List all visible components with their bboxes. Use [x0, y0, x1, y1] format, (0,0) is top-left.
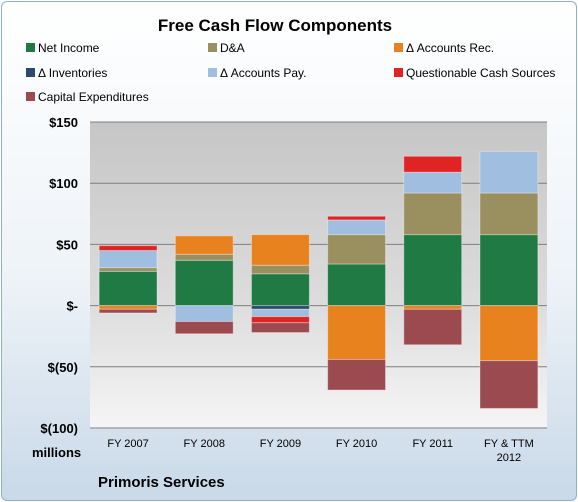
chart-title: Free Cash Flow Components — [157, 16, 393, 35]
bar-segment — [98, 267, 158, 272]
bar-segment — [98, 305, 158, 310]
legend-label: Δ Accounts Pay. — [220, 66, 307, 80]
bar-segment — [98, 270, 158, 307]
legend-swatch — [26, 68, 35, 77]
bar-segment — [174, 253, 234, 261]
x-tick-label: FY 2007 — [107, 438, 148, 450]
x-tick-label: 2012 — [497, 452, 521, 464]
bar-segment — [403, 234, 463, 307]
y-tick-label: $150 — [49, 115, 78, 130]
bar-segment — [403, 192, 463, 236]
legend-item-inventories: Δ Inventories — [26, 66, 107, 80]
bar-segment — [327, 234, 387, 265]
x-tick-label: FY 2011 — [412, 438, 453, 450]
bar-segment — [250, 316, 310, 324]
bar-segment — [250, 234, 310, 266]
bar-segment — [250, 322, 310, 334]
y-tick-label: $50 — [56, 237, 78, 252]
bar-segment — [327, 358, 387, 391]
legend-label: Δ Accounts Rec. — [406, 41, 495, 55]
x-tick-label: FY & TTM — [484, 438, 534, 450]
company-name: Primoris Services — [98, 474, 225, 491]
bar-segment — [250, 264, 310, 275]
legend-item-questionable-cash: Questionable Cash Sources — [394, 66, 555, 80]
bar-segment — [250, 308, 310, 318]
bar-segment — [403, 171, 463, 194]
legend-label: Questionable Cash Sources — [406, 66, 556, 80]
bar-segment — [98, 250, 158, 269]
bar-segment — [327, 215, 387, 221]
bar-segment — [327, 263, 387, 307]
bar-segment — [250, 273, 310, 307]
legend-label: D&A — [220, 41, 245, 55]
bar-segment — [98, 245, 158, 252]
legend-swatch — [394, 68, 403, 77]
bar-segment — [479, 360, 539, 409]
bar-segment — [403, 308, 463, 346]
x-tick-label: FY 2009 — [260, 438, 301, 450]
bar-segment — [250, 305, 310, 310]
x-tick-label: FY 2008 — [184, 438, 225, 450]
bar-segment — [174, 321, 234, 335]
legend-item-da: D&A — [208, 41, 245, 55]
bar-segment — [479, 305, 539, 362]
y-tick-label: $- — [66, 299, 78, 314]
bar-segment — [98, 308, 158, 314]
bar-segment — [174, 305, 234, 323]
legend-label: Net Income — [38, 41, 100, 55]
legend-item-accounts-rec: Δ Accounts Rec. — [394, 41, 494, 55]
y-tick-label: $(50) — [48, 360, 78, 375]
bar-segment — [174, 259, 234, 307]
bar-segment — [479, 150, 539, 194]
legend-swatch — [26, 43, 35, 52]
legend-item-net-income: Net Income — [26, 41, 99, 55]
legend-item-capex: Capital Expenditures — [26, 90, 149, 104]
bar-segment — [479, 234, 539, 307]
x-tick-label: FY 2010 — [336, 438, 377, 450]
legend-swatch — [26, 92, 35, 101]
bar-segment — [403, 305, 463, 310]
legend-label: Δ Inventories — [38, 66, 108, 80]
legend-swatch — [394, 43, 403, 52]
legend-label: Capital Expenditures — [38, 90, 149, 104]
y-axis-label: millions — [32, 445, 82, 460]
plot-area — [90, 122, 547, 428]
bar-segment — [327, 219, 387, 236]
legend-item-accounts-pay: Δ Accounts Pay. — [208, 66, 307, 80]
bar-segment — [327, 305, 387, 360]
bar-segment — [479, 192, 539, 236]
bar-segment — [403, 155, 463, 173]
y-tick-label: $(100) — [40, 421, 78, 436]
bar-segment — [174, 235, 234, 255]
legend-swatch — [208, 43, 217, 52]
legend-swatch — [208, 68, 217, 77]
y-tick-label: $100 — [49, 176, 78, 191]
